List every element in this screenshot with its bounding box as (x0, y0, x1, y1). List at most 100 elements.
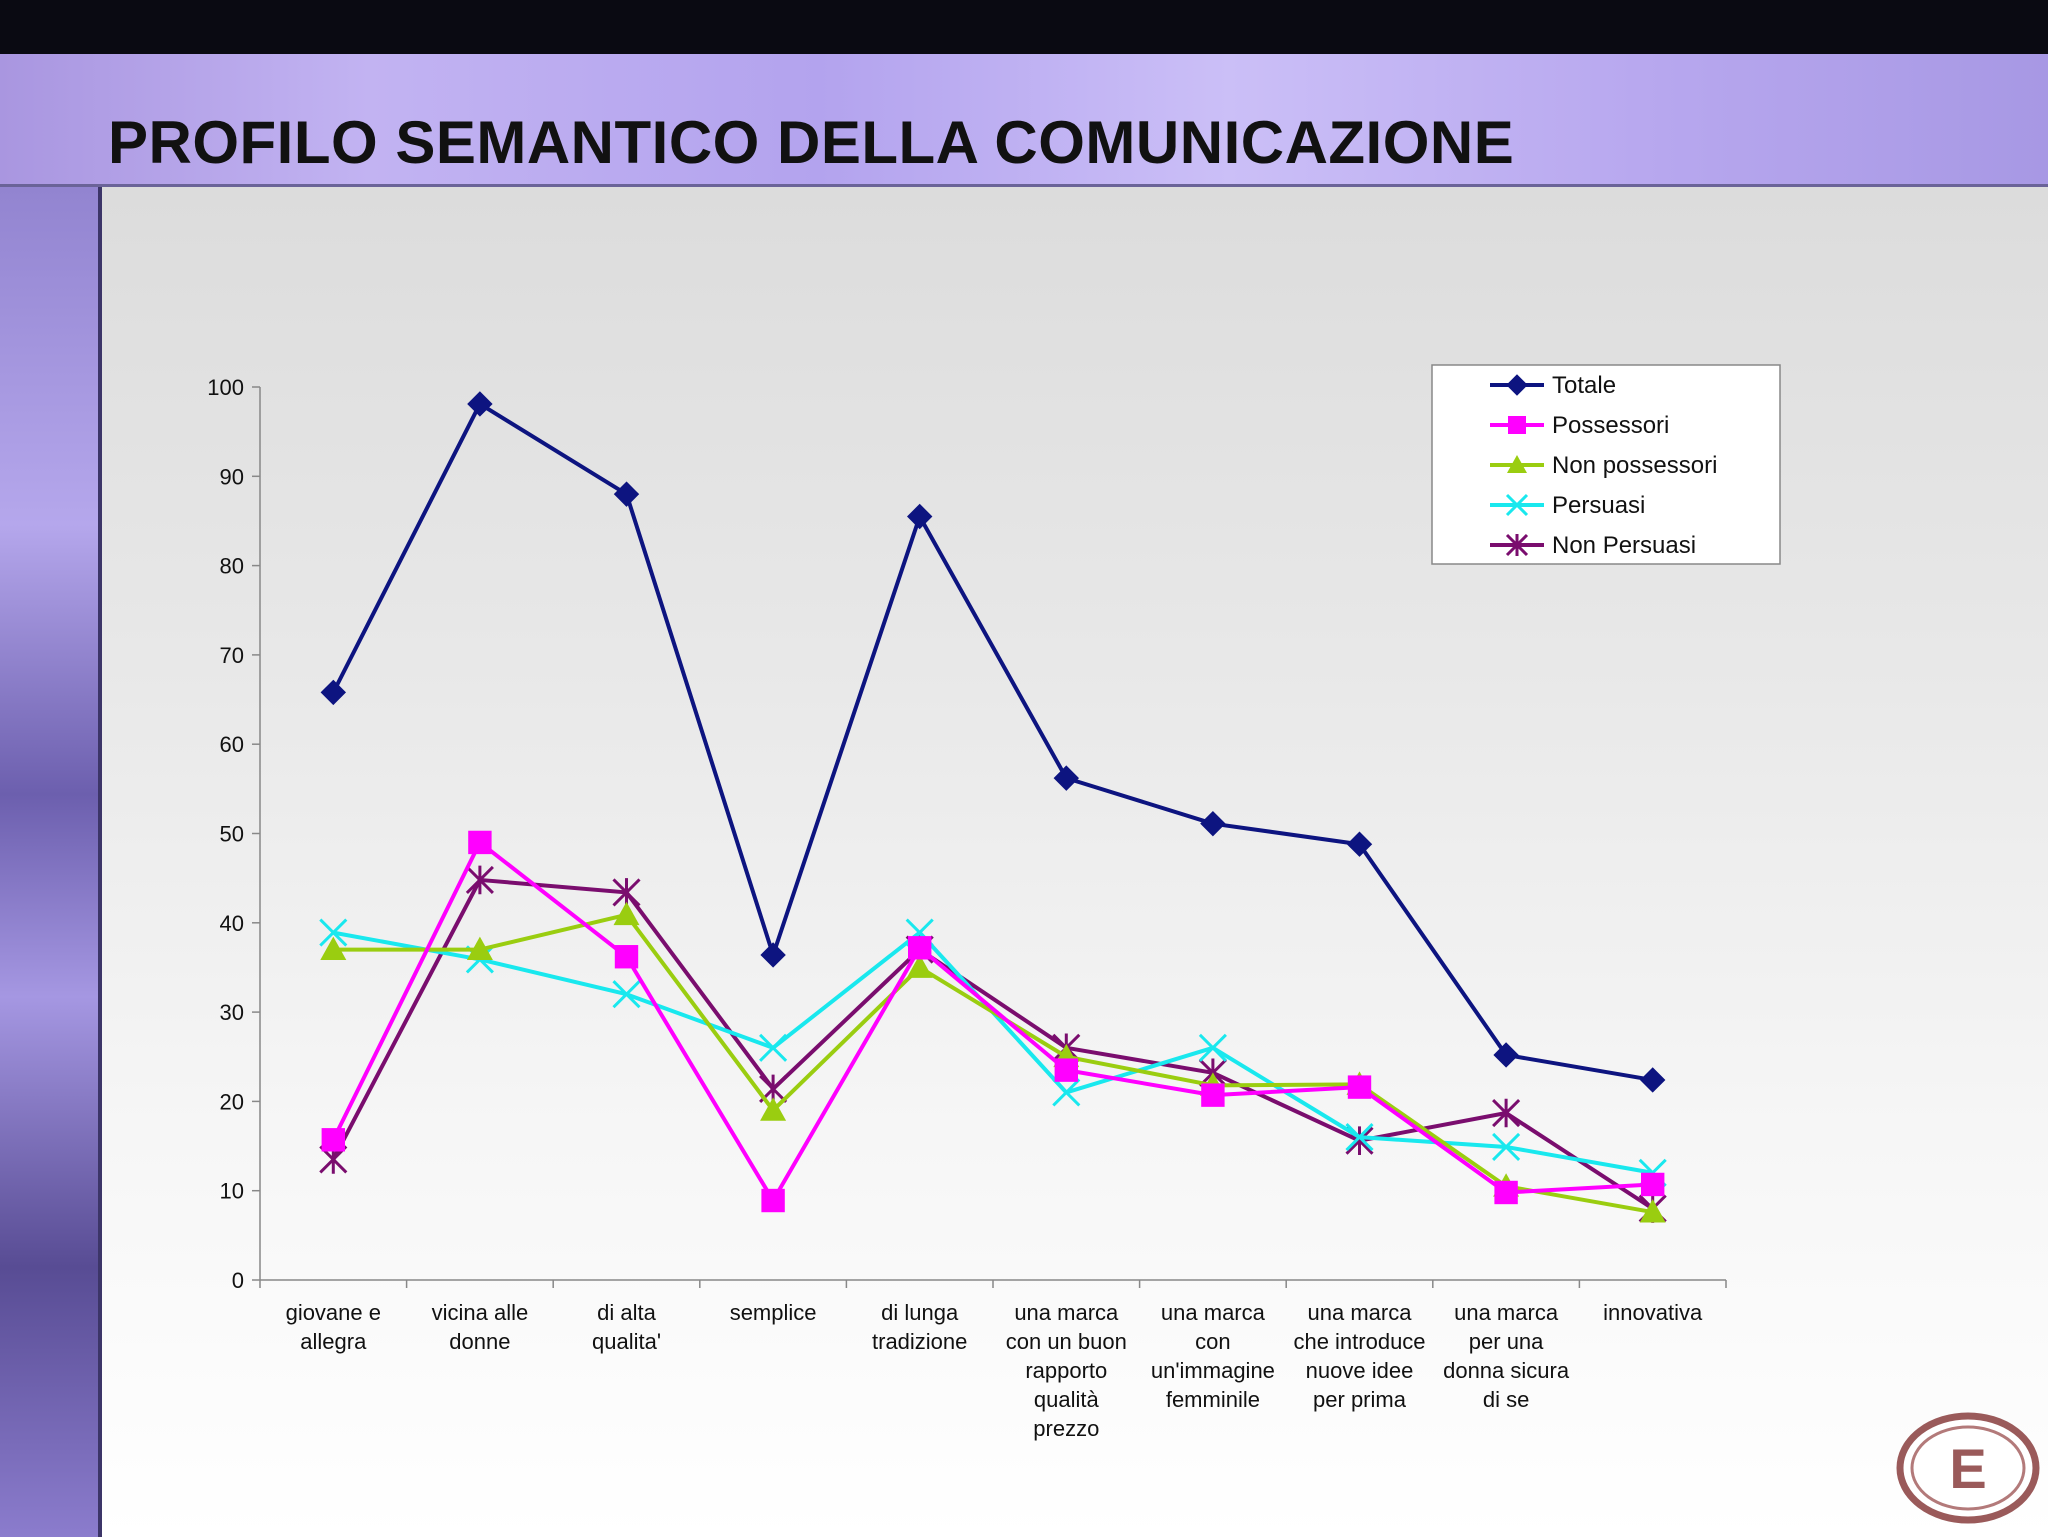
x-tick-label: con (1195, 1329, 1230, 1354)
x-tick-label: tradizione (872, 1329, 967, 1354)
x-tick-label: per prima (1313, 1387, 1407, 1412)
x-tick-label: una marca (1161, 1300, 1266, 1325)
series-line (333, 912, 1654, 1215)
data-point (1345, 1123, 1374, 1152)
x-tick-label: di se (1483, 1387, 1529, 1412)
legend-item: Totale (1490, 372, 1616, 399)
page-title: PROFILO SEMANTICO DELLA COMUNICAZIONE (108, 109, 1515, 176)
y-tick-label: 0 (232, 1268, 244, 1293)
y-tick-label: 20 (220, 1089, 244, 1114)
y-tick-label: 60 (220, 732, 244, 757)
legend-label: Persuasi (1552, 492, 1645, 519)
x-tick-label: donne (449, 1329, 510, 1354)
legend-item: Possessori (1490, 412, 1669, 439)
x-tick-label: qualita' (592, 1329, 661, 1354)
data-point (760, 1097, 787, 1121)
x-tick-label: giovane e (286, 1300, 381, 1325)
data-point (614, 945, 639, 969)
y-tick-label: 100 (207, 375, 244, 400)
data-point (1493, 1042, 1519, 1068)
legend-label: Non Persuasi (1552, 532, 1696, 559)
series-line (331, 840, 1653, 1203)
chart-axes (252, 386, 1727, 1288)
x-tick-label: femminile (1166, 1387, 1260, 1412)
series-line (331, 401, 1654, 1082)
y-tick-label: 80 (220, 554, 244, 579)
data-point (1346, 831, 1373, 857)
series-line (331, 877, 1654, 1211)
x-tick-label: di lunga (881, 1300, 959, 1325)
sidebar-decoration (0, 187, 102, 1537)
data-point (466, 936, 493, 960)
x-tick-label: di alta (597, 1300, 656, 1325)
data-point (1639, 1067, 1666, 1093)
data-point (1639, 1199, 1666, 1223)
x-tick-label: per una (1469, 1329, 1544, 1354)
x-tick-label: qualità (1034, 1387, 1100, 1412)
x-tick-label: semplice (730, 1300, 817, 1325)
triangle-marker (1507, 455, 1527, 473)
data-point (1052, 1078, 1081, 1107)
data-point (1201, 1083, 1225, 1107)
series-persuasi (319, 918, 1667, 1187)
legend-item: Persuasi (1490, 492, 1645, 519)
legend-label: Possessori (1552, 412, 1669, 439)
data-point (1054, 1058, 1078, 1082)
series-non-possessori (320, 901, 1666, 1223)
data-point (1347, 1075, 1372, 1099)
y-tick-label: 30 (220, 1000, 244, 1025)
x-tick-label: vicina alle (432, 1300, 529, 1325)
data-point (612, 980, 641, 1009)
data-point (908, 936, 932, 960)
asterisk-marker (1505, 533, 1529, 557)
x-tick-label: un'immagine (1151, 1358, 1275, 1383)
data-point (320, 936, 347, 960)
x-marker (1505, 493, 1529, 517)
x-tick-label: donna sicura (1443, 1358, 1570, 1383)
logo-letter: E (1949, 1437, 1986, 1500)
x-tick-label: una marca (1454, 1300, 1559, 1325)
y-tick-label: 90 (220, 464, 244, 489)
data-point (759, 1033, 788, 1062)
chart-legend: Totale Possessori Non possessori Persuasi No… (1431, 364, 1781, 565)
legend-label: Non possessori (1552, 452, 1717, 479)
series-layer (319, 391, 1667, 1223)
data-point (468, 830, 492, 855)
data-point (613, 901, 640, 926)
x-tick-label: rapporto (1025, 1358, 1107, 1383)
data-point (760, 942, 786, 968)
data-point (321, 1128, 345, 1152)
data-point (319, 918, 348, 947)
x-tick-label: con un buon (1006, 1329, 1127, 1354)
sidebar-edge (98, 187, 102, 1537)
data-point (1492, 1098, 1521, 1128)
x-tick-label: innovativa (1603, 1300, 1703, 1325)
x-tick-label: allegra (300, 1329, 367, 1354)
top-bar (0, 0, 2048, 54)
legend-label: Totale (1552, 372, 1616, 399)
data-point (320, 679, 347, 706)
data-point (613, 481, 640, 507)
header-divider (0, 184, 2048, 187)
x-tick-label: una marca (1014, 1300, 1119, 1325)
data-point (761, 1188, 785, 1213)
y-tick-label: 50 (220, 822, 244, 847)
legend-item: Non possessori (1490, 452, 1717, 479)
data-point (1198, 1033, 1227, 1062)
data-point (1641, 1172, 1665, 1197)
square-marker (1508, 416, 1526, 434)
x-tick-labels: giovane e allegra vicina alle donne di alta q… (286, 1300, 1703, 1441)
header-banner (0, 54, 2048, 186)
chart-area: 0 10 20 30 40 50 60 70 80 90 100 giovane e allegra v… (102, 187, 2048, 1537)
y-tick-labels: 0 10 20 30 40 50 60 70 80 90 100 (207, 375, 244, 1293)
series-totale (320, 391, 1666, 1093)
series-line (332, 930, 1654, 1175)
x-tick-label: che introduce (1293, 1329, 1425, 1354)
y-tick-label: 40 (220, 911, 244, 936)
series-possessori (321, 830, 1665, 1213)
data-point (465, 865, 494, 895)
x-tick-label: nuove idee (1306, 1358, 1414, 1383)
data-point (467, 391, 493, 417)
line-chart: 0 10 20 30 40 50 60 70 80 90 100 giovane e allegra v… (207, 364, 1781, 1441)
data-point (906, 954, 933, 978)
